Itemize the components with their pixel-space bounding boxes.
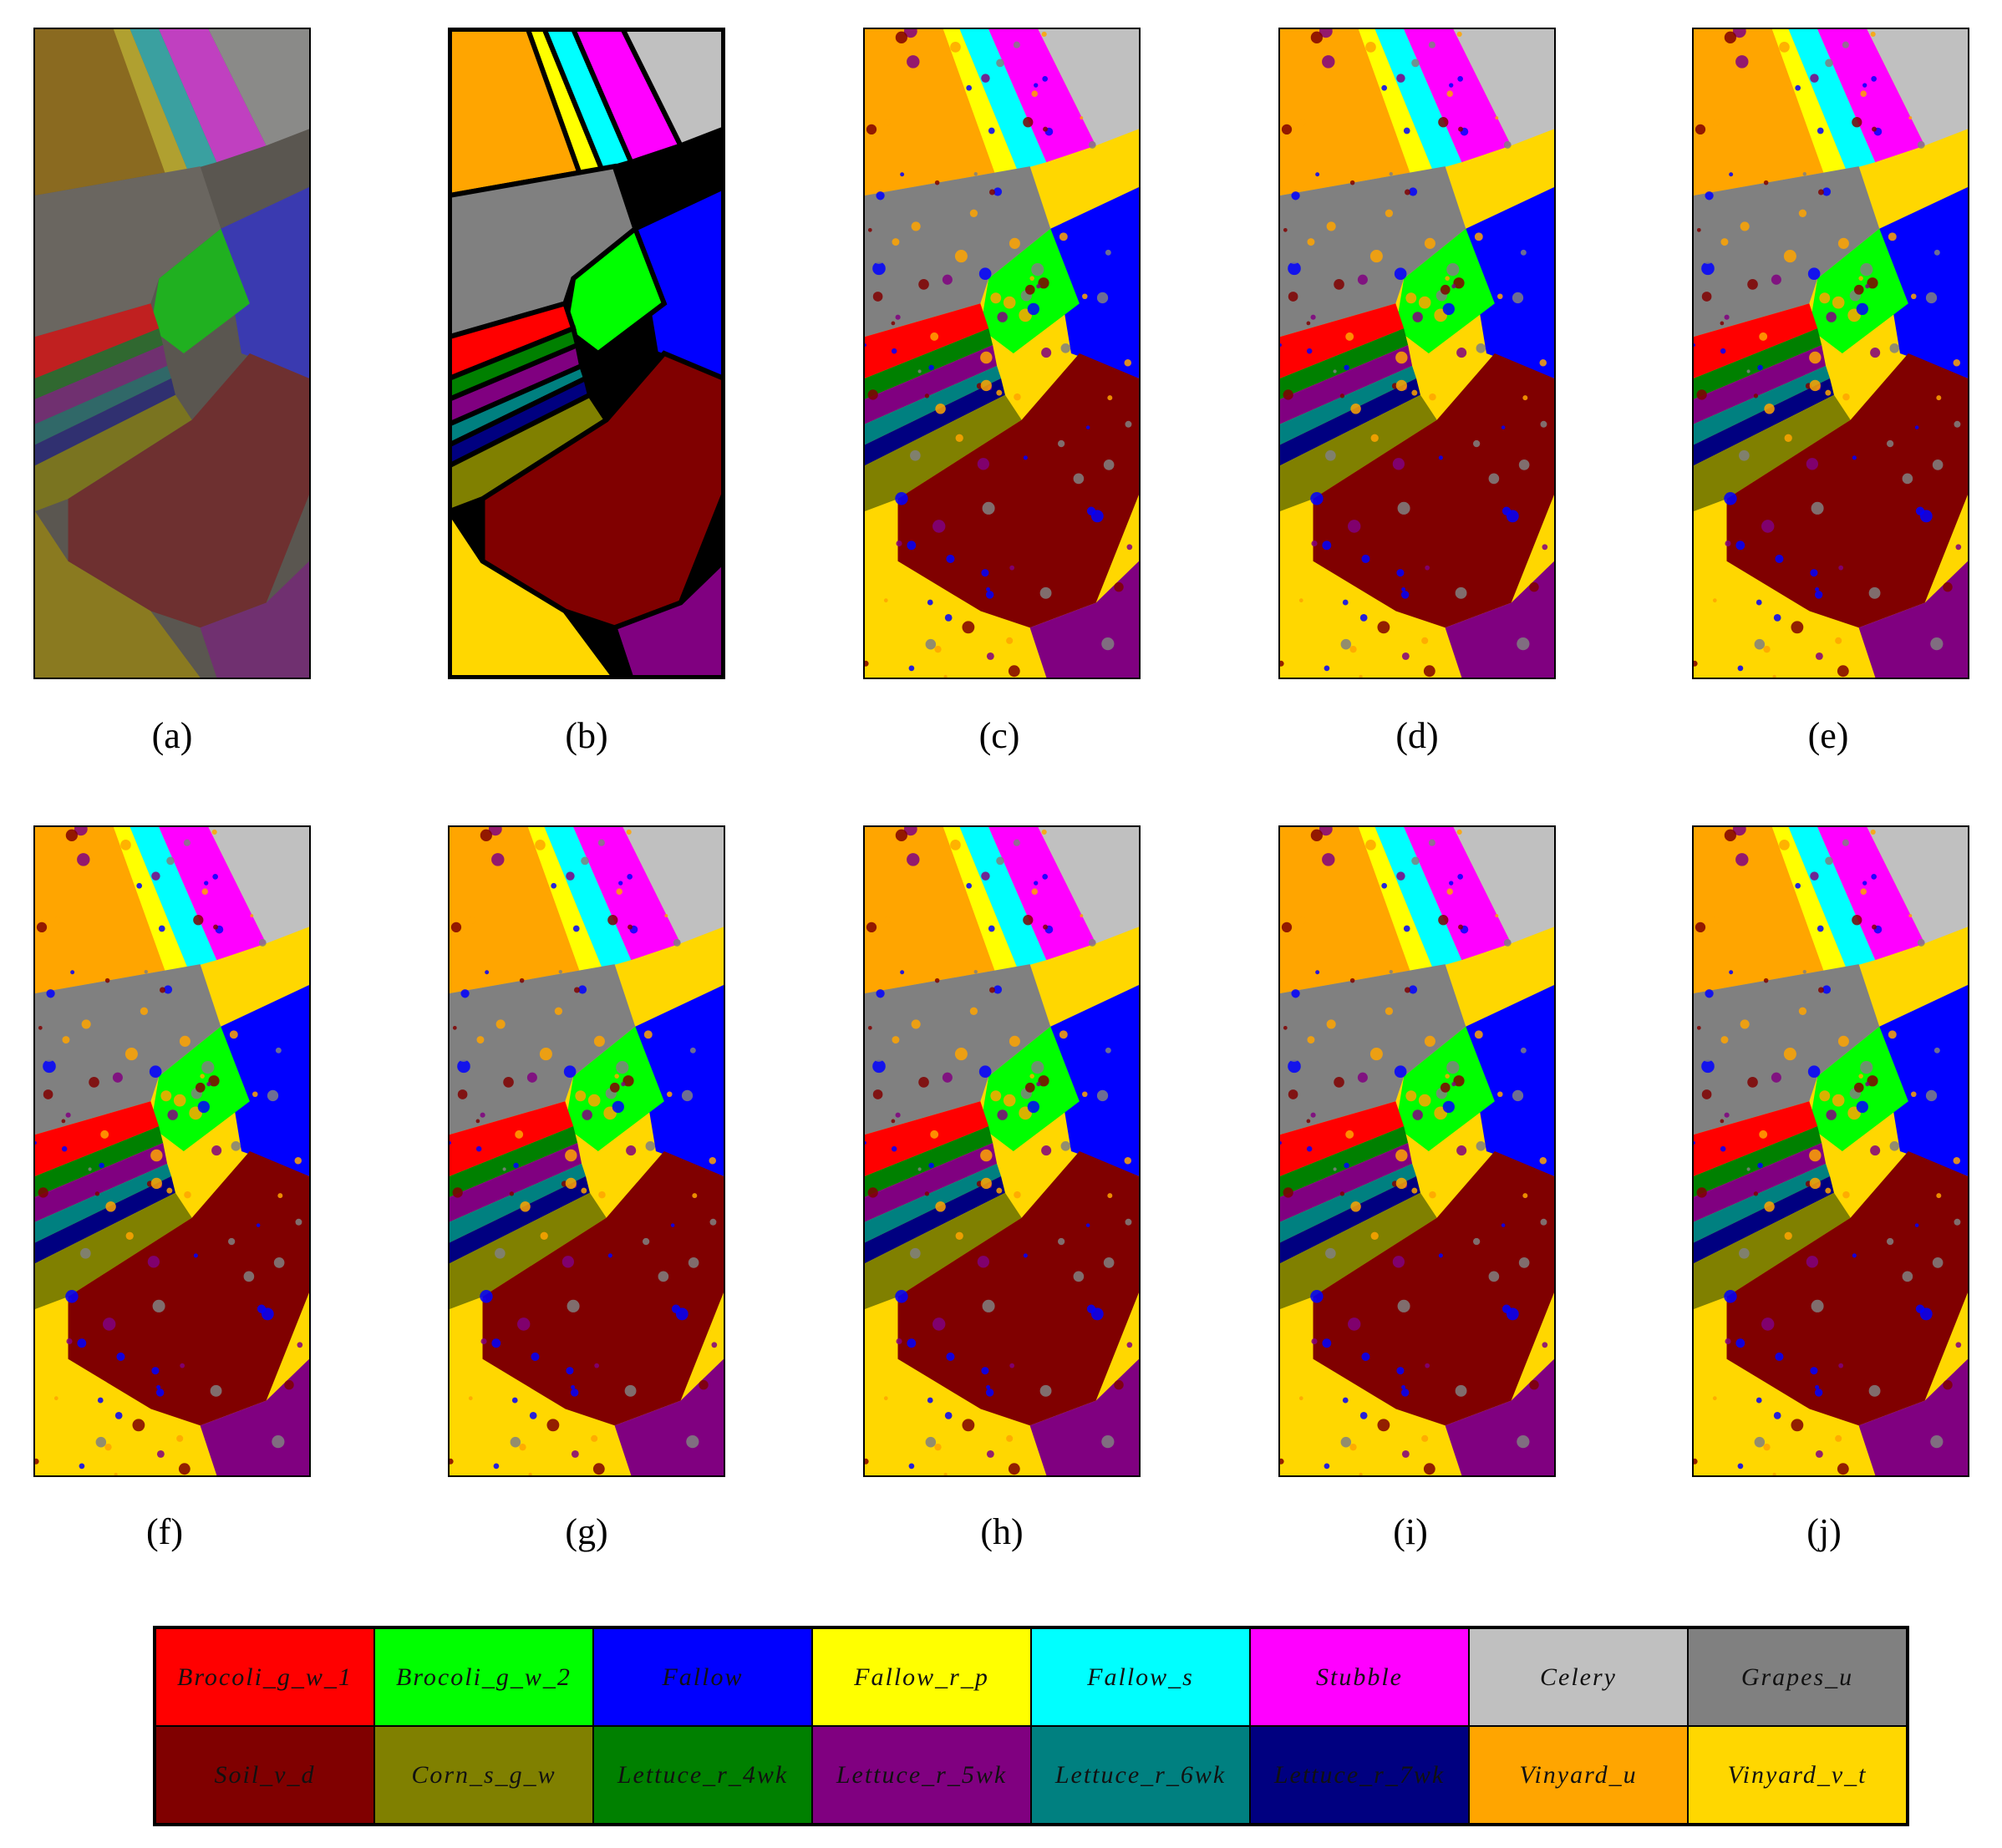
panel-g-image xyxy=(448,825,725,1477)
caption-g: (g) xyxy=(565,1511,608,1552)
caption-a: (a) xyxy=(151,715,193,756)
caption-c: (c) xyxy=(978,715,1020,756)
legend-cell: Lettuce_r_5wk xyxy=(812,1726,1031,1824)
legend-cell: Fallow xyxy=(593,1628,812,1726)
legend-cell: Soil_v_d xyxy=(155,1726,374,1824)
caption-f: (f) xyxy=(146,1511,183,1552)
caption-e: (e) xyxy=(1807,715,1849,756)
panel-b-image xyxy=(448,28,725,679)
legend-cell: Fallow_s xyxy=(1031,1628,1250,1726)
legend-cell: Lettuce_r_6wk xyxy=(1031,1726,1250,1824)
panel-c-image xyxy=(863,28,1141,679)
class-legend: Brocoli_g_w_1 Brocoli_g_w_2 Fallow Fallo… xyxy=(153,1626,1909,1826)
panel-f-image xyxy=(33,825,311,1477)
legend-cell: Celery xyxy=(1469,1628,1688,1726)
panel-h-image xyxy=(863,825,1141,1477)
legend-cell: Grapes_u xyxy=(1688,1628,1907,1726)
caption-b: (b) xyxy=(565,715,608,756)
caption-j: (j) xyxy=(1806,1511,1842,1552)
legend-cell: Fallow_r_p xyxy=(812,1628,1031,1726)
legend-cell: Vinyard_u xyxy=(1469,1726,1688,1824)
legend-cell: Stubble xyxy=(1250,1628,1469,1726)
legend-cell: Brocoli_g_w_2 xyxy=(374,1628,593,1726)
panel-j-image xyxy=(1692,825,1969,1477)
legend-cell: Lettuce_r_4wk xyxy=(593,1726,812,1824)
legend-cell: Corn_s_g_w xyxy=(374,1726,593,1824)
legend-cell: Lettuce_r_7wk xyxy=(1250,1726,1469,1824)
panel-a-image xyxy=(33,28,311,679)
panel-e-image xyxy=(1692,28,1969,679)
legend-cell: Brocoli_g_w_1 xyxy=(155,1628,374,1726)
legend-cell: Vinyard_v_t xyxy=(1688,1726,1907,1824)
panel-i-image xyxy=(1278,825,1556,1477)
caption-h: (h) xyxy=(980,1511,1024,1552)
panel-d-image xyxy=(1278,28,1556,679)
caption-d: (d) xyxy=(1395,715,1439,756)
caption-i: (i) xyxy=(1393,1511,1428,1552)
